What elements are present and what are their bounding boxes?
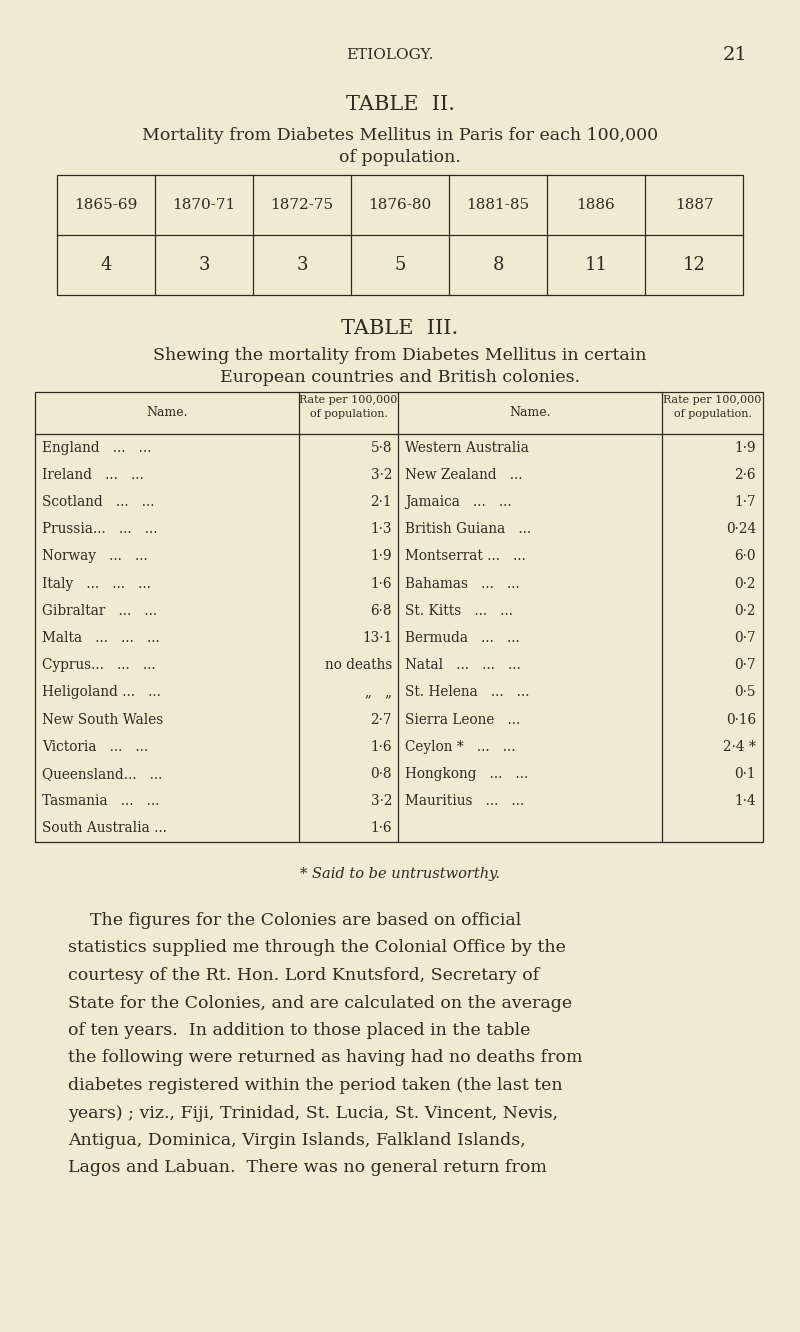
- Text: Scotland   ...   ...: Scotland ... ...: [42, 496, 154, 509]
- Text: no deaths: no deaths: [325, 658, 392, 673]
- Text: 0·1: 0·1: [734, 767, 756, 781]
- Text: 6·0: 6·0: [734, 549, 756, 563]
- Text: 0·7: 0·7: [734, 631, 756, 645]
- Text: diabetes registered within the period taken (the last ten: diabetes registered within the period ta…: [68, 1078, 562, 1094]
- Text: 8: 8: [492, 256, 504, 274]
- Text: 11: 11: [585, 256, 607, 274]
- Text: Mortality from Diabetes Mellitus in Paris for each 100,000: Mortality from Diabetes Mellitus in Pari…: [142, 127, 658, 144]
- Text: 13·1: 13·1: [362, 631, 392, 645]
- Text: TABLE  II.: TABLE II.: [346, 96, 454, 115]
- Text: 0·7: 0·7: [734, 658, 756, 673]
- Text: 0·5: 0·5: [734, 686, 756, 699]
- Text: European countries and British colonies.: European countries and British colonies.: [220, 369, 580, 386]
- Text: Norway   ...   ...: Norway ... ...: [42, 549, 148, 563]
- Text: New South Wales: New South Wales: [42, 713, 163, 726]
- Text: 4: 4: [100, 256, 112, 274]
- Text: 1870-71: 1870-71: [172, 198, 236, 212]
- Text: Italy   ...   ...   ...: Italy ... ... ...: [42, 577, 151, 590]
- Text: 21: 21: [722, 47, 747, 64]
- Text: Gibraltar   ...   ...: Gibraltar ... ...: [42, 603, 157, 618]
- Text: St. Helena   ...   ...: St. Helena ... ...: [405, 686, 530, 699]
- Text: courtesy of the Rt. Hon. Lord Knutsford, Secretary of: courtesy of the Rt. Hon. Lord Knutsford,…: [68, 967, 539, 984]
- Text: Antigua, Dominica, Virgin Islands, Falkland Islands,: Antigua, Dominica, Virgin Islands, Falkl…: [68, 1132, 526, 1150]
- Text: of ten years.  In addition to those placed in the table: of ten years. In addition to those place…: [68, 1022, 530, 1039]
- Text: statistics supplied me through the Colonial Office by the: statistics supplied me through the Colon…: [68, 939, 566, 956]
- Text: Jamaica   ...   ...: Jamaica ... ...: [405, 496, 512, 509]
- Text: the following were returned as having had no deaths from: the following were returned as having ha…: [68, 1050, 582, 1067]
- Text: New Zealand   ...: New Zealand ...: [405, 468, 522, 482]
- Text: Prussia...   ...   ...: Prussia... ... ...: [42, 522, 158, 537]
- Text: 1·3: 1·3: [370, 522, 392, 537]
- Text: Tasmania   ...   ...: Tasmania ... ...: [42, 794, 159, 809]
- Text: years) ; viz., Fiji, Trinidad, St. Lucia, St. Vincent, Nevis,: years) ; viz., Fiji, Trinidad, St. Lucia…: [68, 1104, 558, 1122]
- Text: South Australia ...: South Australia ...: [42, 822, 167, 835]
- Text: 2·1: 2·1: [370, 496, 392, 509]
- Text: 1·9: 1·9: [734, 441, 756, 454]
- Text: 3: 3: [296, 256, 308, 274]
- Text: Name.: Name.: [146, 406, 188, 420]
- Text: 2·4 *: 2·4 *: [723, 739, 756, 754]
- Text: 0·8: 0·8: [370, 767, 392, 781]
- Text: Bahamas   ...   ...: Bahamas ... ...: [405, 577, 520, 590]
- Text: Lagos and Labuan.  There was no general return from: Lagos and Labuan. There was no general r…: [68, 1159, 547, 1176]
- Text: St. Kitts   ...   ...: St. Kitts ... ...: [405, 603, 513, 618]
- Text: Montserrat ...   ...: Montserrat ... ...: [405, 549, 526, 563]
- Text: 1886: 1886: [577, 198, 615, 212]
- Text: Sierra Leone   ...: Sierra Leone ...: [405, 713, 520, 726]
- Text: 1·6: 1·6: [370, 577, 392, 590]
- Text: Ceylon *   ...   ...: Ceylon * ... ...: [405, 739, 515, 754]
- Text: England   ...   ...: England ... ...: [42, 441, 151, 454]
- Text: 1·9: 1·9: [370, 549, 392, 563]
- Text: 0·2: 0·2: [734, 577, 756, 590]
- Text: 2·7: 2·7: [370, 713, 392, 726]
- Text: 3: 3: [198, 256, 210, 274]
- Text: 0·24: 0·24: [726, 522, 756, 537]
- Text: State for the Colonies, and are calculated on the average: State for the Colonies, and are calculat…: [68, 995, 572, 1011]
- Text: Bermuda   ...   ...: Bermuda ... ...: [405, 631, 520, 645]
- Text: 1·7: 1·7: [734, 496, 756, 509]
- Text: 3·2: 3·2: [370, 468, 392, 482]
- Text: 1·6: 1·6: [370, 739, 392, 754]
- Text: 1881-85: 1881-85: [466, 198, 530, 212]
- Bar: [35, 392, 763, 842]
- Text: 1865-69: 1865-69: [74, 198, 138, 212]
- Text: Queensland...   ...: Queensland... ...: [42, 767, 162, 781]
- Text: The figures for the Colonies are based on official: The figures for the Colonies are based o…: [68, 912, 522, 928]
- Text: Victoria   ...   ...: Victoria ... ...: [42, 739, 148, 754]
- Text: 1872-75: 1872-75: [270, 198, 334, 212]
- Text: „   „: „ „: [365, 686, 392, 699]
- Text: 1876-80: 1876-80: [368, 198, 432, 212]
- Text: Rate per 100,000
of population.: Rate per 100,000 of population.: [299, 396, 398, 418]
- Text: Cyprus...   ...   ...: Cyprus... ... ...: [42, 658, 156, 673]
- Text: Rate per 100,000
of population.: Rate per 100,000 of population.: [663, 396, 762, 418]
- Text: of population.: of population.: [339, 149, 461, 166]
- Text: Western Australia: Western Australia: [405, 441, 529, 454]
- Text: 5: 5: [394, 256, 406, 274]
- Text: 1·6: 1·6: [370, 822, 392, 835]
- Text: 0·16: 0·16: [726, 713, 756, 726]
- Text: TABLE  III.: TABLE III.: [342, 318, 458, 337]
- Text: * Said to be untrustworthy.: * Said to be untrustworthy.: [300, 867, 500, 880]
- Text: 12: 12: [682, 256, 706, 274]
- Text: 2·6: 2·6: [734, 468, 756, 482]
- Text: 3·2: 3·2: [370, 794, 392, 809]
- Text: 6·8: 6·8: [370, 603, 392, 618]
- Text: Shewing the mortality from Diabetes Mellitus in certain: Shewing the mortality from Diabetes Mell…: [154, 346, 646, 364]
- Text: 1887: 1887: [674, 198, 714, 212]
- Text: Hongkong   ...   ...: Hongkong ... ...: [405, 767, 528, 781]
- Text: 1·4: 1·4: [734, 794, 756, 809]
- Text: British Guiana   ...: British Guiana ...: [405, 522, 531, 537]
- Text: 5·8: 5·8: [370, 441, 392, 454]
- Text: Name.: Name.: [510, 406, 550, 420]
- Text: Mauritius   ...   ...: Mauritius ... ...: [405, 794, 524, 809]
- Text: Natal   ...   ...   ...: Natal ... ... ...: [405, 658, 521, 673]
- Text: Malta   ...   ...   ...: Malta ... ... ...: [42, 631, 160, 645]
- Text: Heligoland ...   ...: Heligoland ... ...: [42, 686, 161, 699]
- Text: ETIOLOGY.: ETIOLOGY.: [346, 48, 434, 63]
- Text: 0·2: 0·2: [734, 603, 756, 618]
- Bar: [57, 174, 743, 294]
- Text: Ireland   ...   ...: Ireland ... ...: [42, 468, 144, 482]
